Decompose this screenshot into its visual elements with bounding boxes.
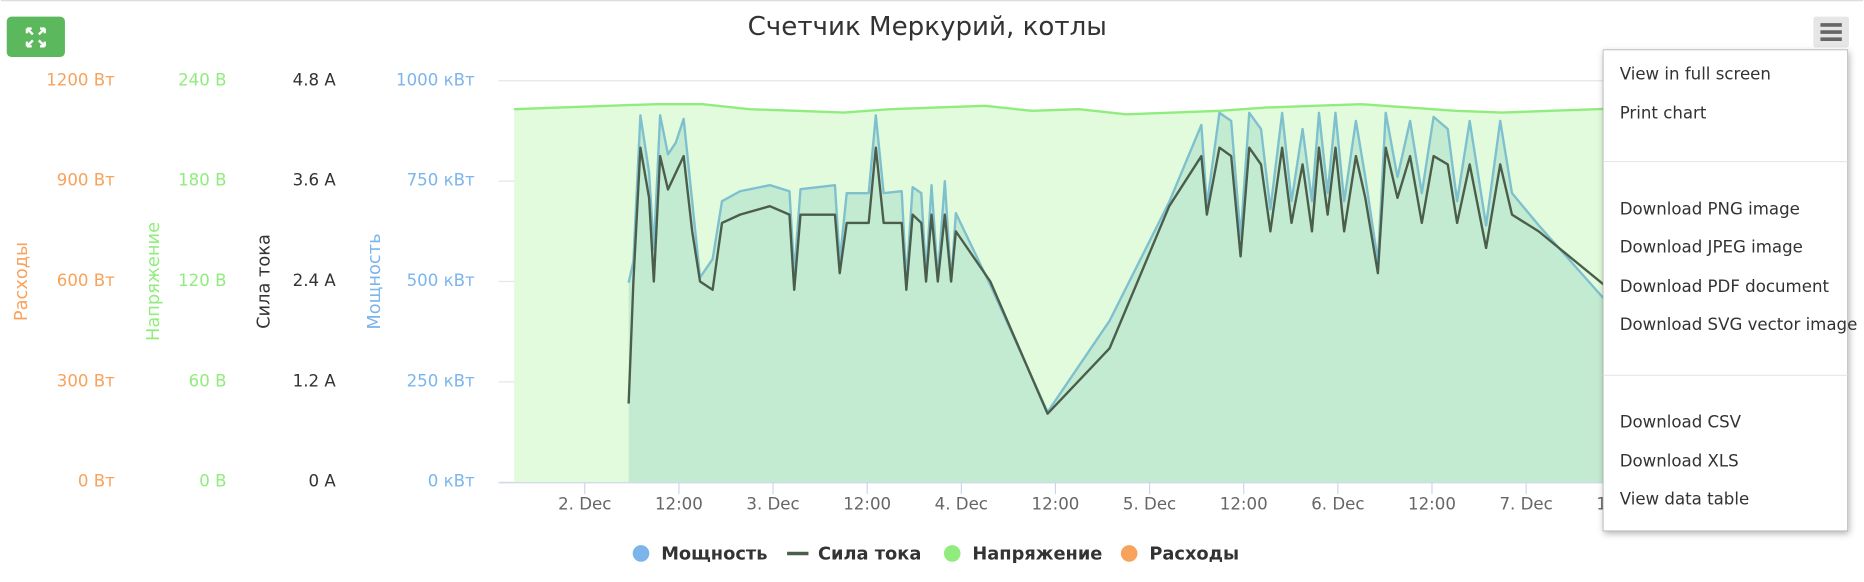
legend-symbol: [943, 545, 961, 562]
y-tick-label: 250 кВт: [407, 371, 475, 390]
y-tick-label: 750 кВт: [407, 171, 475, 190]
series-line: [627, 146, 1653, 415]
fullscreen-button[interactable]: [6, 16, 65, 58]
y-tick-label: 2.4 A: [293, 271, 337, 290]
legend-label[interactable]: Напряжение: [972, 544, 1102, 565]
y-axis-title: Мощность: [364, 233, 385, 329]
y-tick-label: 1200 Вт: [46, 70, 115, 89]
y-tick-label: 0 Вт: [78, 472, 115, 491]
y-tick-label: 900 Вт: [57, 171, 115, 190]
menu-button[interactable]: [1813, 16, 1849, 48]
y-tick-label: 600 Вт: [57, 271, 115, 290]
legend-symbol: [1120, 545, 1138, 562]
y-tick-label: 4.8 A: [293, 70, 337, 89]
series-group: [514, 102, 1833, 483]
y-axis-title: Сила тока: [253, 234, 274, 329]
y-axis-title: Расходы: [11, 242, 32, 321]
y-axis-title: Напряжение: [143, 222, 164, 341]
y-tick-label: 500 кВт: [407, 271, 475, 290]
menu-item[interactable]: Download CSV: [1620, 412, 1742, 431]
area-fill: [628, 112, 1652, 483]
y-tick-label: 0 A: [309, 472, 337, 491]
menu-item[interactable]: Download SVG vector image: [1620, 315, 1858, 334]
x-tick-label: 2. Dec: [558, 494, 611, 513]
menu-item[interactable]: View data table: [1620, 490, 1749, 509]
menu-item[interactable]: Download XLS: [1620, 452, 1739, 471]
legend-label[interactable]: Сила тока: [818, 544, 921, 565]
menu-item[interactable]: Download PDF document: [1620, 277, 1830, 296]
y-tick-label: 3.6 A: [293, 171, 337, 190]
y-tick-label: 0 кВт: [428, 472, 475, 491]
y-tick-label: 300 Вт: [57, 371, 115, 390]
legend-label[interactable]: Расходы: [1149, 544, 1239, 565]
menu-item[interactable]: Download PNG image: [1620, 200, 1800, 219]
y-tick-label: 240 В: [178, 70, 226, 89]
x-tick-label: 12:00: [1220, 494, 1268, 513]
legend-symbol: [632, 545, 650, 562]
x-tick-label: 12:00: [655, 494, 703, 513]
y-tick-label: 1.2 A: [293, 371, 337, 390]
plot: 0 кВт 250 кВт 500 кВт 750 кВт 1000 кВт Мощнос…: [11, 70, 1848, 565]
y-tick-label: 1000 кВт: [396, 70, 475, 89]
y-tick-label: 120 В: [178, 271, 226, 290]
menu-item[interactable]: View in full screen: [1620, 64, 1771, 83]
x-tick-label: 12:00: [1032, 494, 1080, 513]
x-tick-label: 12:00: [1408, 494, 1456, 513]
y-tick-label: 0 В: [199, 472, 226, 491]
y-tick-label: 180 В: [178, 171, 226, 190]
y-tick-label: 60 В: [189, 371, 227, 390]
legend-label[interactable]: Мощность: [661, 544, 767, 565]
x-tick-label: 6. Dec: [1311, 494, 1364, 513]
x-tick-label: 12:00: [843, 494, 891, 513]
menu-item[interactable]: Download JPEG image: [1620, 238, 1803, 257]
export-menu: View in full screen Print chart Download P…: [1602, 49, 1858, 532]
x-tick-label: 7. Dec: [1499, 494, 1552, 513]
x-tick-label: 3. Dec: [746, 494, 799, 513]
menu-item[interactable]: Print chart: [1620, 104, 1707, 123]
chart-title: Счетчик Меркурий, котлы: [748, 12, 1107, 42]
x-tick-label: 4. Dec: [935, 494, 988, 513]
x-tick-label: 5. Dec: [1123, 494, 1176, 513]
